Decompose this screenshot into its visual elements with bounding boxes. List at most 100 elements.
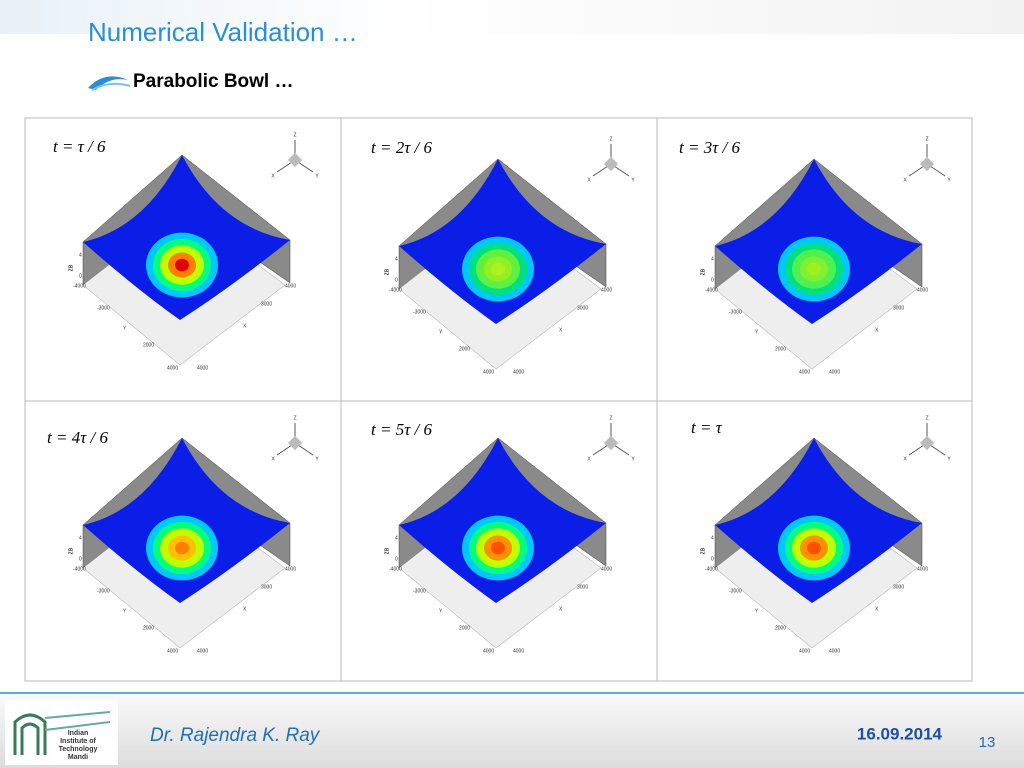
logo-box xyxy=(5,700,118,765)
bullet-icon xyxy=(91,82,131,91)
logo-bridge xyxy=(44,711,111,731)
triad-label: X xyxy=(587,456,591,462)
panel-label: t = 5τ / 6 xyxy=(371,420,433,439)
tick-label: 4000 xyxy=(601,566,612,572)
triad-label: Z xyxy=(293,415,296,421)
tick-label: -3000 xyxy=(97,305,110,311)
footer-band xyxy=(0,693,1024,768)
triad-label: X xyxy=(587,177,591,183)
tick-label: 4000 xyxy=(513,369,524,375)
tick-label: 4 xyxy=(395,256,398,262)
tick-label: 4000 xyxy=(799,648,810,654)
triad-label: Y xyxy=(315,173,319,179)
axis-title: Y xyxy=(755,608,759,614)
tick-label: -3000 xyxy=(97,588,110,594)
contour xyxy=(807,541,821,555)
axis-title: X xyxy=(243,323,247,329)
triad-label: Z xyxy=(925,415,928,421)
tick-label: -4000 xyxy=(389,287,402,293)
axis-cube xyxy=(919,156,935,172)
tick-label: 4000 xyxy=(197,365,208,371)
triad-label: Y xyxy=(631,456,635,462)
axis-title: X xyxy=(875,606,879,612)
plot: Z X Y ZB 4 0 -4000 -3000 2000 4000 4000 3000 4000 Y X xyxy=(68,415,319,654)
tick-label: 0 xyxy=(395,556,398,562)
tick-label: 2000 xyxy=(775,346,786,352)
axis-title: X xyxy=(243,606,247,612)
plot: Z X Y ZB 4 0 -4000 -3000 2000 4000 4000 3000 4000 Y X xyxy=(700,415,951,654)
tick-label: 4000 xyxy=(285,566,296,572)
axis-title: ZB xyxy=(384,268,390,275)
tick-label: 4 xyxy=(79,535,82,541)
triad-label: Y xyxy=(631,177,635,183)
axis-title: Y xyxy=(755,329,759,335)
contour xyxy=(491,262,505,276)
axis-cube xyxy=(603,156,619,172)
axis-cube xyxy=(287,435,303,451)
tick-label: -3000 xyxy=(413,309,426,315)
axis-title: X xyxy=(875,327,879,333)
tick-label: 4 xyxy=(79,252,82,258)
tick-label: 0 xyxy=(79,556,82,562)
axis-cube xyxy=(603,435,619,451)
tick-label: 3000 xyxy=(577,584,588,590)
tick-label: 4 xyxy=(395,535,398,541)
tick-label: 2000 xyxy=(143,625,154,631)
triad-label: X xyxy=(271,173,275,179)
triad-label: X xyxy=(903,177,907,183)
tick-label: -4000 xyxy=(705,287,718,293)
author: Dr. Rajendra K. Ray xyxy=(150,725,321,746)
tick-label: -4000 xyxy=(73,283,86,289)
axis-title: ZB xyxy=(68,547,74,554)
triad-label: Z xyxy=(293,132,296,138)
tick-label: 4000 xyxy=(167,365,178,371)
logo-text: Institute of xyxy=(60,738,96,745)
contour xyxy=(175,258,189,272)
logo-text: Indian xyxy=(68,730,89,737)
tick-label: 3000 xyxy=(893,305,904,311)
triad-label: Y xyxy=(947,456,951,462)
header-band xyxy=(0,0,1024,34)
triad-label: Z xyxy=(925,136,928,142)
axis-title: X xyxy=(559,606,563,612)
triad-label: X xyxy=(903,456,907,462)
page-number: 13 xyxy=(979,734,996,751)
tick-label: 4000 xyxy=(917,287,928,293)
tick-label: -3000 xyxy=(413,588,426,594)
tick-label: 3000 xyxy=(261,301,272,307)
tick-label: 4000 xyxy=(829,369,840,375)
tick-label: 4000 xyxy=(601,287,612,293)
axis-title: Y xyxy=(439,608,443,614)
subtitle: Parabolic Bowl … xyxy=(133,71,293,92)
slide-title: Numerical Validation … xyxy=(88,17,358,47)
axis-title: Y xyxy=(123,325,127,331)
tick-label: 2000 xyxy=(459,346,470,352)
triad-label: X xyxy=(271,456,275,462)
axis-title: Y xyxy=(123,608,127,614)
plot: Z X Y ZB 4 0 -4000 -3000 2000 4000 4000 3000 4000 Y X xyxy=(700,136,951,375)
tick-label: 0 xyxy=(711,556,714,562)
panel-label: t = τ xyxy=(691,418,723,437)
tick-label: 4000 xyxy=(167,648,178,654)
plot: Z X Y ZB 4 0 -4000 -3000 2000 4000 4000 3000 4000 Y X xyxy=(68,132,319,371)
contour xyxy=(807,262,821,276)
tick-label: 4000 xyxy=(197,648,208,654)
logo-text: Mandi xyxy=(68,754,88,761)
tick-label: 4000 xyxy=(483,369,494,375)
tick-label: -4000 xyxy=(389,566,402,572)
tick-label: 0 xyxy=(711,277,714,283)
plot: Z X Y ZB 4 0 -4000 -3000 2000 4000 4000 3000 4000 Y X xyxy=(384,415,635,654)
tick-label: -4000 xyxy=(73,566,86,572)
panel-label: t = 4τ / 6 xyxy=(47,428,109,447)
panel-label: t = 3τ / 6 xyxy=(679,138,741,157)
tick-label: -4000 xyxy=(705,566,718,572)
tick-label: -3000 xyxy=(729,309,742,315)
contour xyxy=(175,541,189,555)
panel-label: t = 2τ / 6 xyxy=(371,138,433,157)
tick-label: 2000 xyxy=(459,625,470,631)
tick-label: 3000 xyxy=(261,584,272,590)
tick-label: 4 xyxy=(711,256,714,262)
tick-label: 4000 xyxy=(483,648,494,654)
triad-label: Y xyxy=(315,456,319,462)
